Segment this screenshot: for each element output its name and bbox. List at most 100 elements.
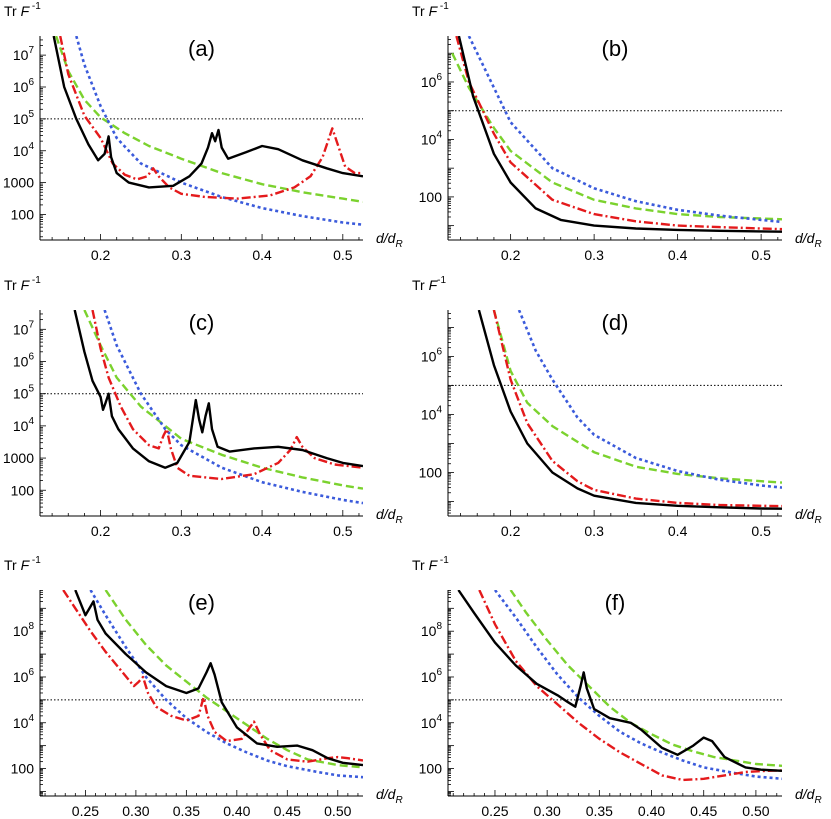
- y-title-main: Tr: [4, 277, 21, 293]
- y-title-exponent: -1: [29, 275, 41, 286]
- y-tick-base: 10: [421, 623, 437, 639]
- x-title-main: d/d: [795, 230, 816, 246]
- y-tick-label: 104: [13, 416, 35, 434]
- series-line-red: [91, 310, 363, 481]
- x-title-main: d/d: [795, 786, 816, 802]
- y-tick-base: 10: [13, 47, 29, 63]
- x-tick-label: 0.4: [252, 247, 272, 263]
- x-axis-title: d/dR: [795, 506, 822, 526]
- y-title-exponent: -1: [437, 555, 449, 566]
- panel-label: (c): [189, 310, 215, 335]
- y-tick-label: 100: [419, 761, 443, 777]
- series-line-black: [457, 590, 782, 772]
- x-title-subscript: R: [814, 795, 821, 806]
- y-tick-base: 100: [419, 189, 443, 205]
- x-axis-title: d/dR: [376, 786, 403, 806]
- y-tick-base: 10: [421, 669, 437, 685]
- y-tick-exponent: 4: [28, 416, 34, 427]
- y-tick-label: 104: [13, 713, 35, 731]
- y-tick-base: 10: [421, 715, 437, 731]
- y-tick-base: 10: [13, 111, 29, 127]
- series-line-green: [492, 310, 782, 484]
- y-tick-exponent: 4: [28, 713, 34, 724]
- x-tick-label: 0.3: [584, 247, 604, 263]
- x-tick-label: 0.4: [668, 247, 688, 263]
- y-tick-base: 1000: [3, 175, 34, 191]
- y-tick-label: 106: [13, 352, 35, 370]
- panel-label: (f): [605, 590, 626, 615]
- x-tick-label: 0.50: [324, 803, 351, 819]
- x-title-main: d/d: [376, 786, 397, 802]
- y-tick-base: 10: [13, 715, 29, 731]
- y-tick-exponent: 4: [436, 713, 442, 724]
- y-tick-label: 105: [13, 384, 35, 402]
- y-tick-exponent: 6: [436, 72, 442, 83]
- y-tick-exponent: 6: [436, 667, 442, 678]
- y-tick-base: 10: [421, 74, 437, 90]
- series-line-red: [62, 590, 363, 763]
- y-title-var: F: [429, 3, 439, 19]
- y-tick-exponent: 6: [28, 667, 34, 678]
- y-tick-label: 1000: [3, 450, 34, 466]
- y-tick-base: 100: [11, 207, 35, 223]
- y-tick-exponent: 7: [28, 319, 34, 330]
- y-axis-title: Tr F -1: [4, 1, 41, 19]
- y-axis-title: Tr F-1: [412, 275, 446, 293]
- x-tick-label: 0.5: [333, 523, 353, 539]
- y-axis-title: Tr F -1: [4, 555, 41, 573]
- x-tick-label: 0.5: [751, 247, 771, 263]
- x-tick-label: 0.4: [252, 523, 272, 539]
- y-tick-label: 106: [421, 72, 443, 90]
- y-tick-label: 106: [13, 667, 35, 685]
- y-title-exponent: -1: [437, 1, 449, 12]
- x-tick-label: 0.30: [534, 803, 561, 819]
- x-title-subscript: R: [395, 795, 402, 806]
- y-tick-label: 106: [421, 346, 443, 364]
- y-title-var: F: [21, 557, 31, 573]
- x-tick-label: 0.35: [586, 803, 613, 819]
- x-tick-label: 0.35: [173, 803, 200, 819]
- y-tick-base: 100: [419, 761, 443, 777]
- x-tick-label: 0.2: [501, 523, 521, 539]
- y-tick-label: 104: [421, 713, 443, 731]
- series-line-green: [54, 36, 363, 203]
- x-title-subscript: R: [395, 239, 402, 250]
- y-tick-base: 10: [13, 386, 29, 402]
- series-line-black: [477, 310, 782, 510]
- y-tick-label: 108: [421, 621, 443, 639]
- y-tick-base: 100: [11, 482, 35, 498]
- x-tick-label: 0.3: [584, 523, 604, 539]
- x-tick-label: 0.50: [742, 803, 769, 819]
- y-tick-label: 105: [13, 109, 35, 127]
- x-axis-title: d/dR: [795, 786, 822, 806]
- x-axis-title: d/dR: [376, 506, 403, 526]
- y-title-var: F: [429, 557, 439, 573]
- y-tick-exponent: 5: [28, 384, 34, 395]
- y-tick-label: 100: [11, 761, 35, 777]
- y-tick-label: 100: [419, 464, 443, 480]
- y-tick-exponent: 6: [28, 77, 34, 88]
- series-line-green: [451, 52, 782, 221]
- x-tick-label: 0.2: [501, 247, 521, 263]
- y-title-main: Tr: [412, 557, 429, 573]
- y-tick-base: 10: [13, 418, 29, 434]
- series-line-blue: [103, 310, 363, 505]
- series-line-red: [59, 36, 363, 200]
- y-tick-exponent: 7: [28, 45, 34, 56]
- panel-label: (b): [602, 36, 629, 61]
- x-title-main: d/d: [795, 506, 816, 522]
- panel-label: (e): [188, 590, 215, 615]
- series-line-red: [478, 590, 782, 782]
- x-tick-label: 0.40: [223, 803, 250, 819]
- y-tick-label: 107: [13, 319, 35, 337]
- y-axis-title: Tr F -1: [412, 555, 449, 573]
- series-line-black: [73, 310, 363, 469]
- x-tick-label: 0.5: [751, 523, 771, 539]
- x-tick-label: 0.40: [638, 803, 665, 819]
- x-title-subscript: R: [814, 239, 821, 250]
- y-tick-label: 1000: [3, 175, 34, 191]
- x-title-main: d/d: [376, 230, 397, 246]
- y-tick-exponent: 8: [436, 621, 442, 632]
